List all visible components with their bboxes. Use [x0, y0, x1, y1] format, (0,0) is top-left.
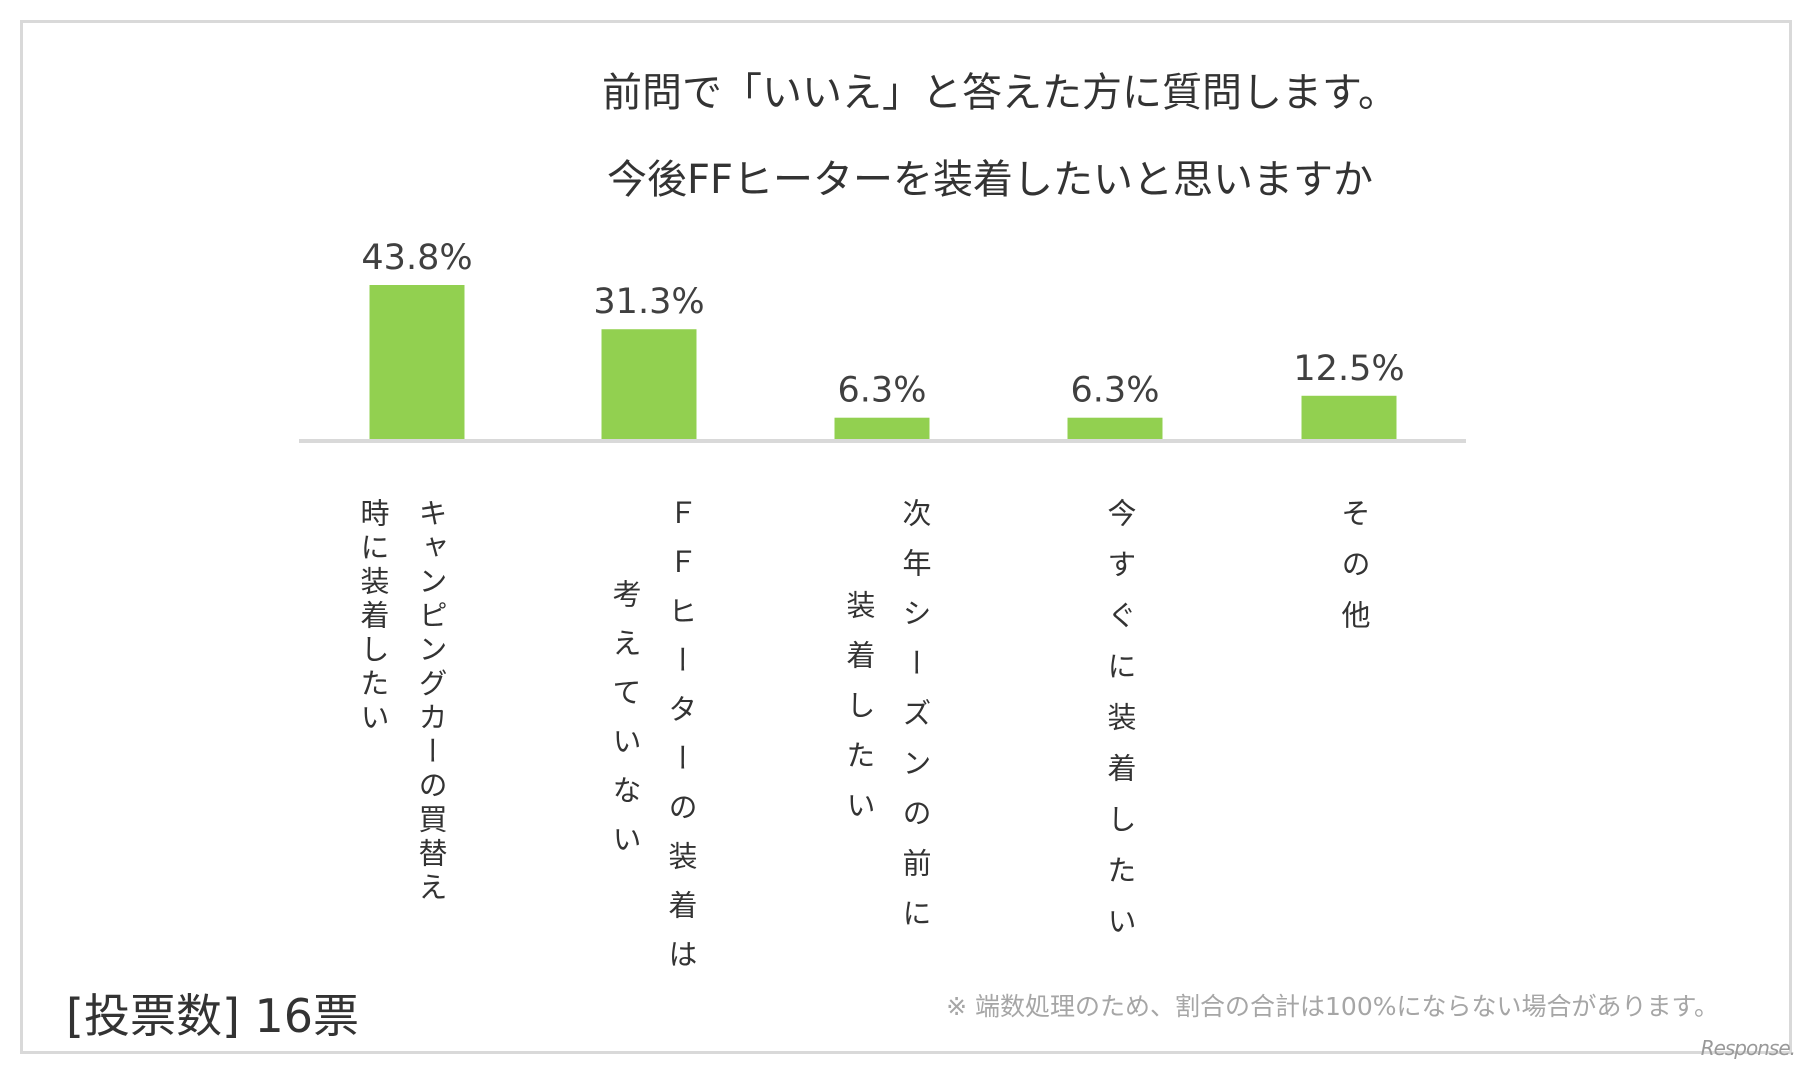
category-label-4-line-0: その他 — [1337, 498, 1371, 651]
bar-0 — [369, 285, 465, 440]
data-label-2: 6.3% — [838, 371, 927, 411]
data-label-3: 6.3% — [1071, 371, 1160, 411]
bar-3 — [1067, 417, 1163, 440]
bar-4 — [1301, 395, 1397, 440]
category-label-1-line-1: 考えていない — [608, 579, 642, 873]
data-label-4: 12.5% — [1293, 349, 1404, 389]
category-label-2-line-0: 次年シーズンの前に — [898, 498, 932, 948]
chart-frame — [20, 20, 1792, 1054]
bar-1 — [601, 329, 697, 440]
category-label-1-line-0: ＦＦヒーターの装着は — [664, 498, 698, 988]
data-label-1: 31.3% — [593, 282, 704, 322]
vote-count: [投票数] 16票 — [66, 989, 360, 1043]
rounding-note: ※ 端数処理のため、割合の合計は100%にならない場合があります。 — [946, 992, 1719, 1021]
data-label-0: 43.8% — [361, 238, 472, 278]
category-label-3-line-0: 今すぐに装着したい — [1103, 498, 1137, 957]
category-label-0-line-0: キャンピングカーの買替え — [414, 498, 448, 906]
bar-2 — [834, 417, 930, 440]
category-label-0-line-1: 時に装着したい — [356, 498, 390, 736]
category-label-2-line-1: 装着したい — [842, 590, 876, 840]
chart-title-line2: 今後FFヒーターを装着したいと思いますか — [606, 157, 1373, 203]
chart-title-line1: 前問で「いいえ」と答えた方に質問します。 — [602, 70, 1398, 116]
response-logo: Response. — [1700, 1036, 1796, 1060]
